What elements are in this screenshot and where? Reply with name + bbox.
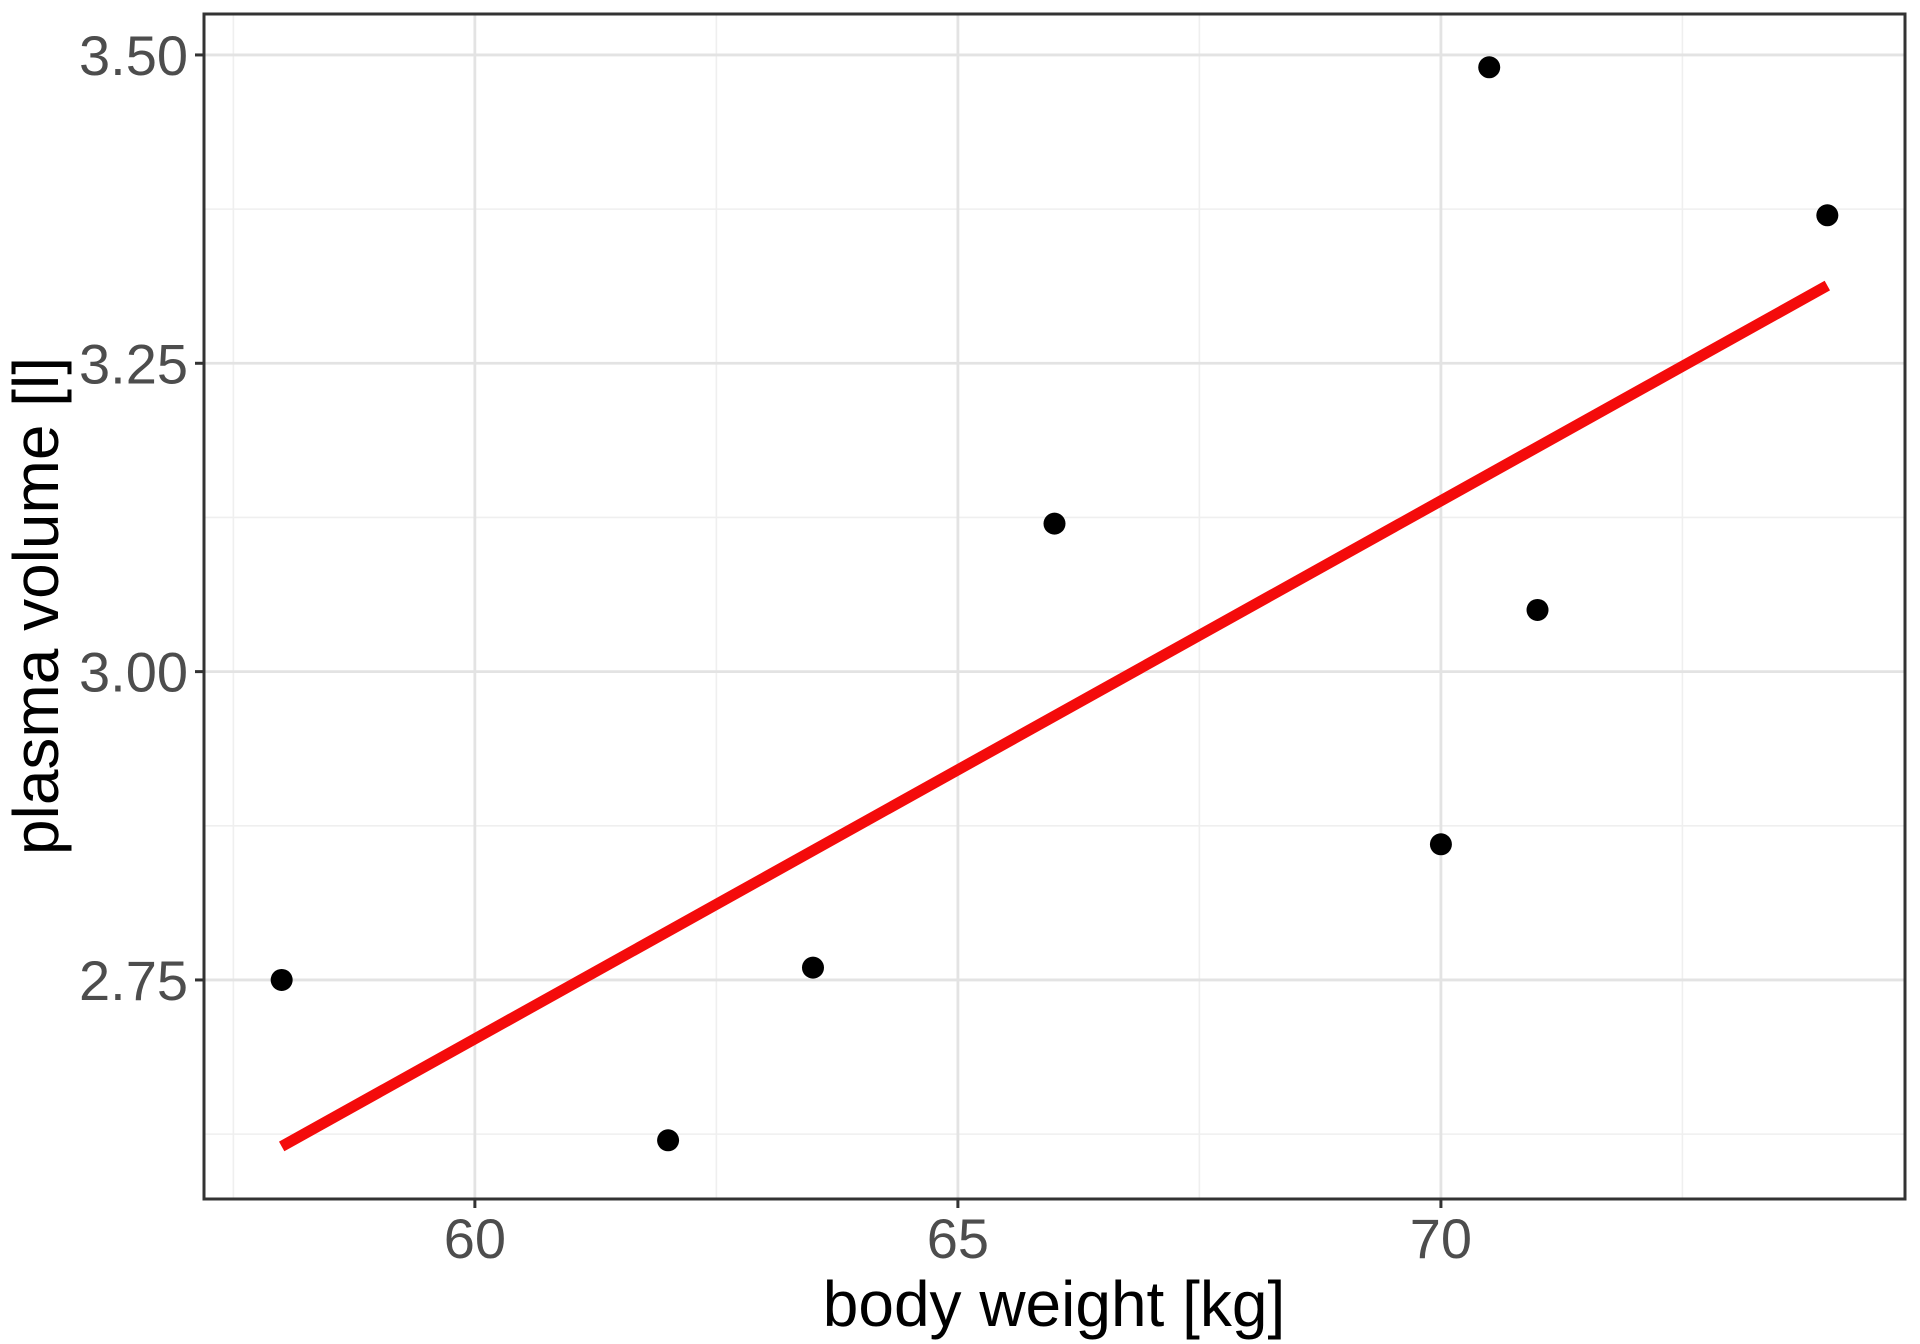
data-point	[1478, 56, 1501, 79]
x-tick-label: 65	[927, 1207, 989, 1270]
axes-layer: 60 65 70 2.75 3.00 3.25 3.50	[79, 12, 1907, 1270]
y-axis-title: plasma volume [l]	[0, 357, 72, 855]
x-tick-label: 70	[1410, 1207, 1472, 1270]
data-point	[657, 1129, 680, 1152]
data-layer	[270, 56, 1839, 1152]
data-point	[1526, 598, 1549, 621]
y-tick-label: 3.50	[79, 24, 188, 87]
data-point	[801, 956, 824, 979]
regression-line	[278, 280, 1831, 1152]
x-tick-label: 60	[444, 1207, 506, 1270]
data-point	[1816, 204, 1839, 227]
y-tick-label: 3.00	[79, 641, 188, 704]
grid-major-layer	[204, 14, 1905, 1199]
grid-minor-layer	[204, 14, 1905, 1199]
data-point	[1429, 833, 1452, 856]
y-tick-label: 3.25	[79, 332, 188, 395]
data-point	[1043, 512, 1066, 535]
data-point	[270, 968, 293, 991]
x-axis-title: body weight [kg]	[823, 1268, 1286, 1340]
y-tick-label: 2.75	[79, 949, 188, 1012]
panel-border	[202, 12, 1907, 1201]
